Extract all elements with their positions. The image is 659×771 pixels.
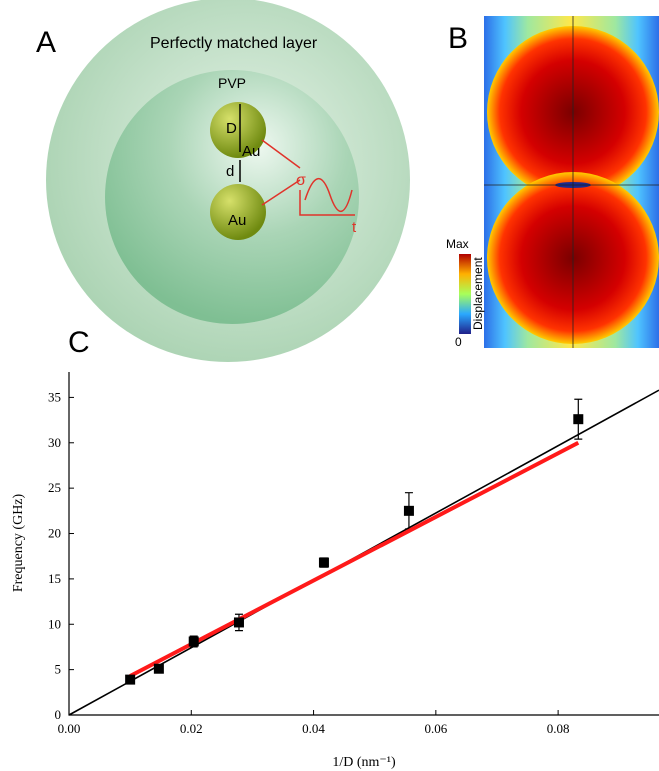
- data-point: [318, 557, 329, 568]
- data-point: [125, 674, 136, 685]
- stress-label: σ: [296, 172, 306, 189]
- time-label: t: [352, 219, 357, 236]
- x-tick-label: 0.04: [302, 721, 325, 736]
- y-tick-label: 20: [48, 526, 61, 541]
- y-tick-label: 35: [48, 389, 61, 404]
- data-point: [153, 663, 164, 674]
- dim-label: d: [226, 163, 234, 180]
- panel-label: A: [36, 26, 56, 59]
- colorbar-max: Max: [446, 237, 469, 251]
- panel-b: B Max Displacement 0: [446, 16, 659, 349]
- y-tick-label: 10: [48, 616, 61, 631]
- colorbar-min: 0: [455, 335, 462, 349]
- data-point: [403, 505, 414, 516]
- fit-line: [129, 441, 580, 678]
- particle: [210, 184, 266, 240]
- data-point: [188, 636, 199, 647]
- particle: [210, 102, 266, 158]
- dim-label: D: [226, 120, 237, 137]
- colorbar: [459, 254, 471, 334]
- y-tick-label: 25: [48, 480, 61, 495]
- y-axis-label: Frequency (GHz): [11, 493, 26, 592]
- data-point: [573, 414, 584, 425]
- data-point: [233, 617, 244, 628]
- y-tick-label: 30: [48, 435, 61, 450]
- wave: [299, 178, 355, 216]
- y-tick-label: 15: [48, 571, 61, 586]
- x-tick-label: 0.06: [424, 721, 447, 736]
- y-tick-label: 0: [55, 707, 62, 722]
- panel-label: B: [448, 22, 468, 55]
- x-tick-label: 0.02: [180, 721, 203, 736]
- force-arrows: [261, 139, 301, 206]
- x-tick-label: 0.08: [547, 721, 570, 736]
- panel-a: A Perfectly matched layer PVP D Au d Au …: [36, 0, 410, 362]
- x-axis-label: 1/D (nm⁻¹): [332, 755, 396, 770]
- y-tick-label: 5: [55, 662, 62, 677]
- x-tick-label: 0.00: [58, 721, 81, 736]
- layer-label: Perfectly matched layer: [150, 35, 318, 52]
- panel-label: C: [68, 326, 90, 359]
- panel-c: C 1/D (nm⁻¹) Frequency (GHz) 0.00 0.02 0.0…: [11, 326, 659, 770]
- particle-label: Au: [242, 143, 260, 160]
- particle-label: Au: [228, 212, 246, 229]
- layer-label: PVP: [218, 75, 246, 91]
- colorbar-title: Displacement: [471, 257, 485, 330]
